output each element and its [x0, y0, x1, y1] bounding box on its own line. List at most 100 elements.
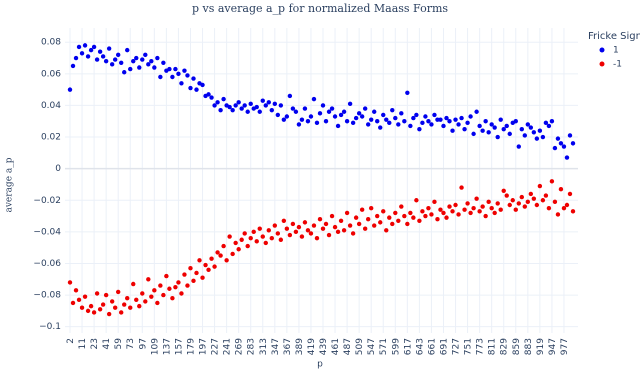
point — [546, 123, 552, 129]
point — [474, 109, 479, 114]
point — [402, 119, 407, 124]
point — [134, 297, 139, 303]
point — [305, 228, 311, 233]
point — [378, 220, 383, 225]
point — [173, 66, 178, 72]
x-tick-label: 109 — [150, 338, 160, 355]
point — [432, 199, 437, 205]
point — [381, 112, 386, 118]
point — [414, 198, 419, 203]
point — [483, 119, 488, 124]
point — [251, 229, 256, 235]
point — [549, 179, 555, 184]
legend-marker — [599, 61, 605, 67]
point — [323, 119, 329, 124]
point — [70, 300, 76, 306]
x-tick-label: 571 — [379, 338, 389, 355]
point — [396, 218, 401, 223]
chart-title: p vs average a_p for normalized Maass Fo… — [192, 2, 448, 15]
point — [420, 120, 425, 126]
point — [278, 237, 284, 242]
point — [384, 228, 389, 233]
point — [368, 117, 374, 122]
point — [320, 103, 326, 108]
point — [227, 234, 232, 239]
y-axis-label: average a_p — [5, 157, 15, 212]
point — [134, 55, 139, 61]
point — [82, 43, 88, 48]
point — [522, 133, 528, 138]
point — [140, 57, 145, 62]
point — [179, 81, 184, 86]
point — [519, 194, 524, 200]
point — [408, 123, 413, 129]
x-tick-label: 179 — [186, 338, 196, 355]
point — [552, 199, 558, 205]
point — [561, 205, 567, 211]
point — [384, 117, 389, 122]
point — [119, 60, 124, 65]
point — [465, 120, 470, 126]
x-tick-label: 509 — [355, 338, 365, 355]
point — [335, 229, 341, 235]
point — [106, 46, 112, 51]
point — [558, 141, 564, 146]
point — [79, 51, 85, 56]
point — [471, 131, 476, 137]
point — [88, 47, 94, 53]
x-tick-label: 97 — [138, 338, 148, 349]
point — [549, 119, 555, 124]
point — [233, 240, 238, 246]
point — [447, 204, 452, 209]
point — [450, 209, 455, 214]
point — [137, 303, 142, 309]
x-tick-label: 157 — [174, 338, 184, 355]
point — [347, 223, 353, 228]
point — [353, 115, 359, 121]
y-tick-label: 0.02 — [41, 133, 61, 143]
point — [486, 199, 491, 205]
point — [296, 122, 302, 127]
point — [188, 266, 193, 271]
point — [112, 57, 118, 62]
x-tick-label: 227 — [211, 338, 221, 355]
point — [567, 191, 573, 197]
point — [245, 109, 250, 114]
point — [528, 125, 534, 130]
point — [109, 62, 115, 67]
point — [215, 100, 220, 105]
point — [293, 229, 299, 235]
point — [245, 243, 250, 249]
point — [140, 291, 145, 296]
point — [456, 122, 461, 127]
point — [417, 218, 422, 223]
point — [85, 54, 91, 59]
point — [103, 58, 109, 64]
point — [85, 308, 91, 314]
point — [372, 223, 377, 228]
point — [465, 201, 470, 206]
point — [112, 305, 118, 310]
point — [483, 213, 488, 219]
point — [381, 209, 386, 214]
point — [305, 119, 311, 124]
point — [299, 117, 305, 122]
point — [194, 87, 199, 92]
point — [97, 49, 103, 54]
point — [375, 119, 380, 124]
point — [194, 270, 199, 276]
point — [94, 291, 100, 296]
x-tick-label: 487 — [343, 338, 353, 355]
point — [263, 103, 268, 108]
point — [555, 212, 561, 217]
point — [152, 65, 157, 70]
point — [423, 213, 428, 219]
point — [182, 68, 187, 73]
point — [450, 128, 455, 133]
series — [67, 179, 576, 317]
point — [570, 141, 576, 146]
point — [266, 228, 271, 233]
point — [522, 204, 528, 209]
point — [435, 117, 440, 122]
point — [486, 130, 491, 135]
